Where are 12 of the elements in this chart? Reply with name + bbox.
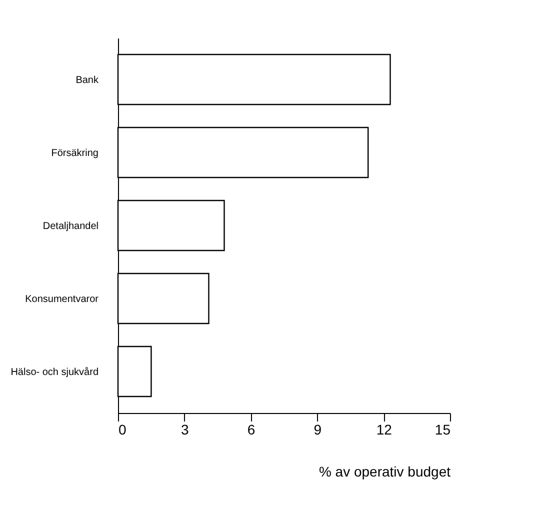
y-tick-label: Försäkring	[51, 148, 98, 159]
y-tick-label: Detaljhandel	[42, 221, 98, 232]
x-axis-title: % av operativ budget	[318, 464, 451, 480]
y-tick-label: Hälso- och sjukvård	[10, 366, 98, 378]
x-tick-label: 12	[376, 422, 392, 438]
y-tick-label: Bank	[76, 75, 100, 86]
x-tick-label: 6	[247, 422, 256, 438]
y-tick-label: Konsumentvaror	[25, 294, 100, 305]
x-tick-label: 9	[314, 422, 322, 438]
x-tick-label: 15	[434, 422, 451, 438]
x-tick-label: 3	[181, 422, 189, 438]
x-tick-label: 0	[118, 422, 126, 438]
